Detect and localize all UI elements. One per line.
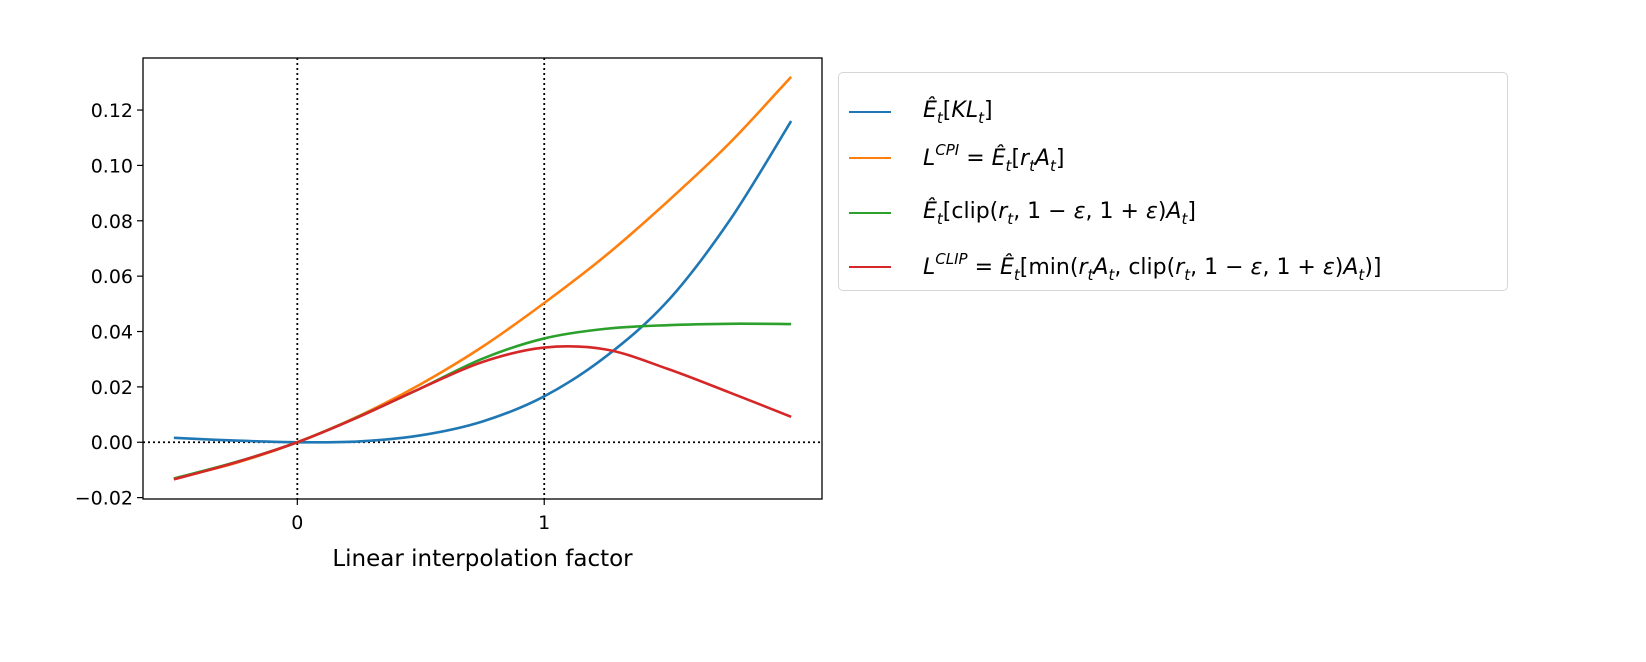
legend-label-part: , 1 − bbox=[1190, 255, 1251, 280]
legend-label-part: t bbox=[936, 209, 943, 228]
legend-label-part: t bbox=[1108, 266, 1115, 284]
legend-label-part: t bbox=[1007, 209, 1014, 228]
legend-label-part: A bbox=[1166, 198, 1182, 224]
legend-label-part: t bbox=[1181, 209, 1188, 228]
legend-label-part: Ê bbox=[923, 198, 937, 224]
legend-label-part: ε bbox=[1145, 198, 1158, 224]
legend-label-part: ε bbox=[1322, 255, 1335, 280]
y-tick-label: 0.06 bbox=[91, 266, 133, 288]
legend-label-part: [ bbox=[1011, 146, 1021, 171]
legend-label-part: t bbox=[1005, 157, 1012, 175]
series-line-3 bbox=[173, 345, 792, 481]
legend-label-part: t bbox=[1050, 157, 1056, 175]
legend-label-part: CPI bbox=[935, 141, 960, 159]
series-line-1 bbox=[173, 75, 793, 480]
legend-label-part: A bbox=[1034, 146, 1051, 171]
legend-label-part: Ê bbox=[1000, 255, 1014, 280]
legend-label-part: [min( bbox=[1019, 255, 1079, 280]
legend-entry: LCPI = Êt[rtAt] bbox=[839, 138, 1065, 178]
legend-swatch bbox=[849, 111, 891, 113]
legend-label-part: L bbox=[923, 146, 936, 171]
legend-entry: LCLIP = Êt[min(rtAt, clip(rt, 1 − ε, 1 +… bbox=[839, 247, 1381, 287]
legend-label-part: = bbox=[959, 146, 992, 171]
legend-label-part: A bbox=[1343, 255, 1359, 280]
legend-label-part: , 1 + bbox=[1262, 255, 1323, 280]
legend-label-part: t bbox=[1087, 266, 1094, 284]
legend-label-part: Ê bbox=[991, 146, 1006, 171]
legend-label: Êt[clip(rt, 1 − ε, 1 + ε)At] bbox=[923, 199, 1196, 228]
x-tick-label: 0 bbox=[291, 512, 303, 534]
x-axis-label: Linear interpolation factor bbox=[332, 546, 633, 572]
legend-label-part: ] bbox=[1187, 198, 1196, 224]
legend-label-part: , 1 − bbox=[1013, 198, 1074, 224]
legend-entry: Êt[KLt] bbox=[839, 92, 993, 132]
legend-label-part: KL bbox=[951, 97, 979, 123]
legend-label-part: ) bbox=[1157, 198, 1167, 224]
legend-label-part: r bbox=[998, 198, 1008, 224]
legend-label-part: t bbox=[978, 108, 984, 127]
legend-label-part: ε bbox=[1250, 255, 1263, 280]
y-tick-label: 0.12 bbox=[91, 100, 133, 122]
series-line-0 bbox=[173, 120, 793, 444]
legend-label-part: CLIP bbox=[935, 250, 968, 268]
legend-label-part: ) bbox=[1334, 255, 1344, 280]
legend-label-part: L bbox=[923, 255, 936, 280]
y-tick-label: 0.10 bbox=[91, 155, 133, 177]
legend-label-part: t bbox=[1029, 157, 1035, 175]
x-tick-label: 1 bbox=[538, 512, 550, 534]
legend-label-part: )] bbox=[1364, 255, 1382, 280]
legend-label-part: [clip( bbox=[942, 198, 999, 224]
legend-swatch bbox=[849, 266, 891, 268]
legend-swatch bbox=[849, 212, 891, 214]
legend-label-part: , 1 + bbox=[1085, 198, 1146, 224]
legend-label-part: t bbox=[1013, 266, 1020, 284]
plot-frame bbox=[142, 57, 823, 500]
y-tick-label: 0.08 bbox=[91, 211, 133, 233]
legend-label-part: ] bbox=[983, 97, 993, 123]
legend-label-part: A bbox=[1093, 255, 1109, 280]
legend-label-part: = bbox=[967, 255, 1000, 280]
legend-label: Êt[KLt] bbox=[923, 98, 993, 127]
legend-label-part: t bbox=[936, 108, 943, 127]
legend-label-part: r bbox=[1175, 255, 1185, 280]
legend-entry: Êt[clip(rt, 1 − ε, 1 + ε)At] bbox=[839, 193, 1196, 233]
legend-label-part: r bbox=[1078, 255, 1088, 280]
legend-swatch bbox=[849, 157, 891, 159]
legend-label-part: ] bbox=[1055, 146, 1065, 171]
legend-label-part: Ê bbox=[923, 97, 937, 123]
legend-label-part: r bbox=[1020, 146, 1030, 171]
legend-label: LCPI = Êt[rtAt] bbox=[923, 141, 1065, 175]
y-tick-label: 0.00 bbox=[91, 432, 133, 454]
y-tick-label: 0.04 bbox=[91, 322, 133, 344]
legend: Êt[KLt] LCPI = Êt[rtAt] Êt[clip(rt, 1 − ε,… bbox=[838, 72, 1508, 291]
y-tick-label: 0.02 bbox=[91, 377, 133, 399]
legend-label-part: , clip( bbox=[1114, 255, 1176, 280]
legend-label-part: t bbox=[1184, 266, 1191, 284]
legend-label: LCLIP = Êt[min(rtAt, clip(rt, 1 − ε, 1 +… bbox=[923, 250, 1381, 284]
y-tick-label: −0.02 bbox=[75, 488, 133, 510]
legend-label-part: t bbox=[1358, 266, 1365, 284]
legend-label-part: [ bbox=[942, 97, 952, 123]
legend-label-part: ε bbox=[1073, 198, 1086, 224]
